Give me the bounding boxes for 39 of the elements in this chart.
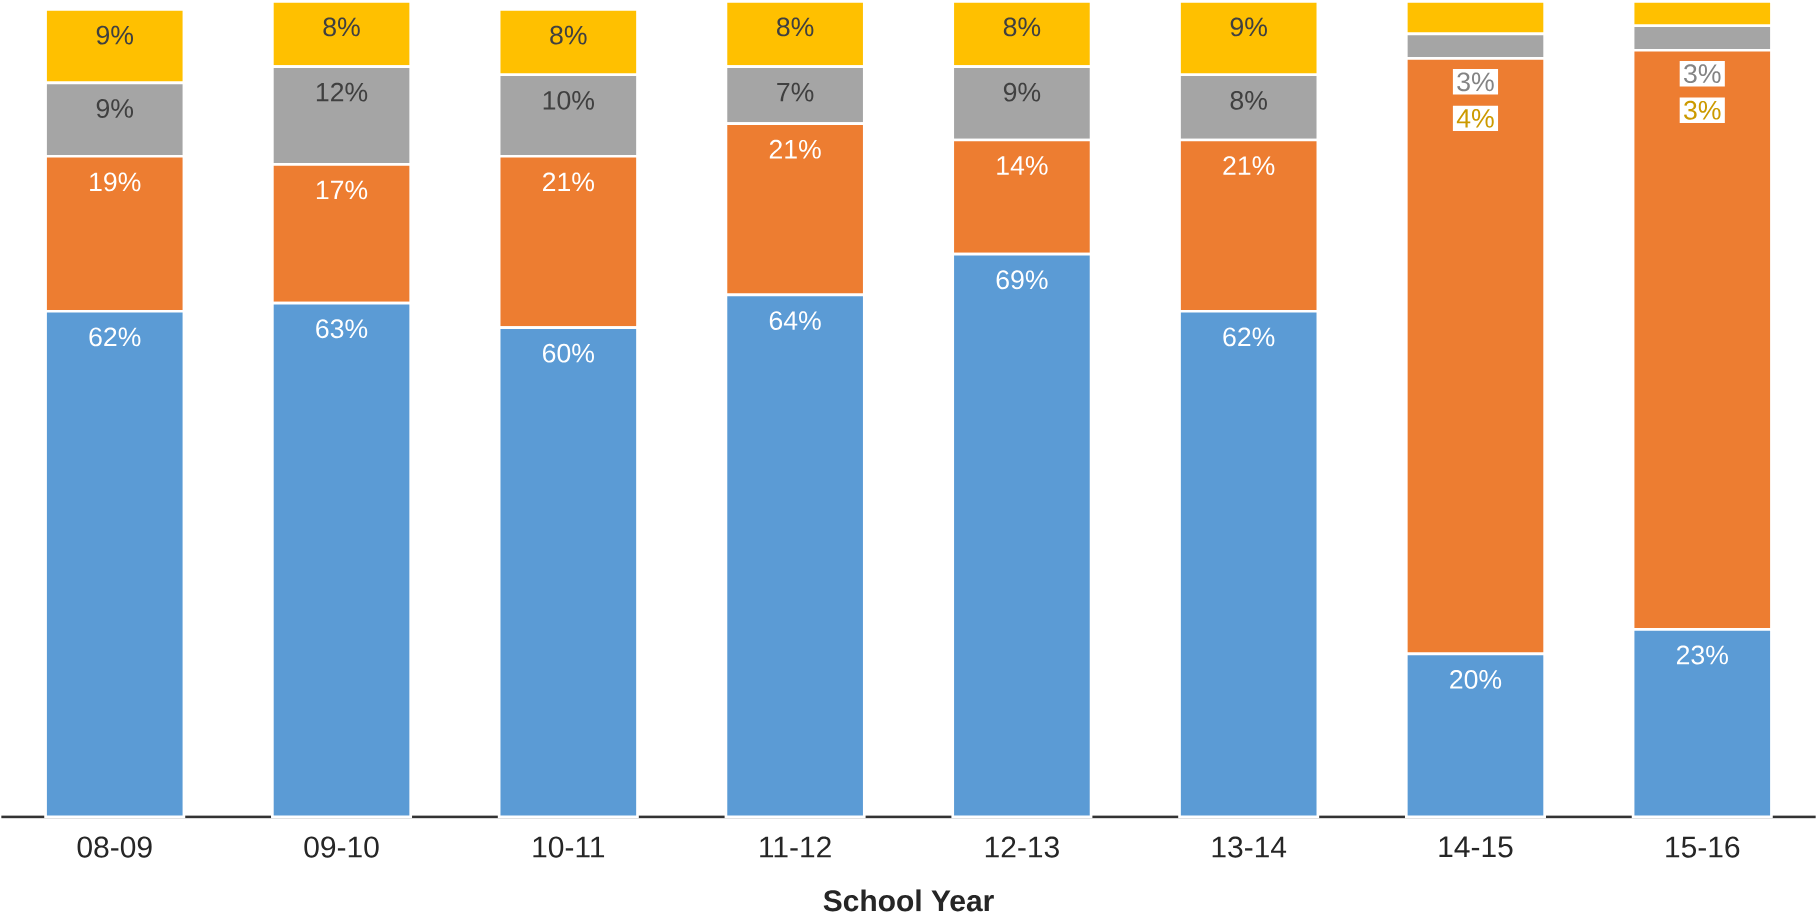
data-label: 3% [1457,72,1494,92]
data-label: 17% [316,180,368,200]
data-label: 21% [769,139,821,159]
x-tick-label: 12-13 [985,836,1059,858]
x-tick-label: 08-09 [77,836,152,858]
data-label: 8% [777,17,814,37]
data-label: 9% [1230,17,1267,37]
x-tick-label: 15-16 [1666,836,1740,858]
x-tick-label: 13-14 [1212,836,1287,858]
data-label: 9% [96,25,134,45]
data-label: 3% [1684,100,1721,120]
data-label: 7% [777,82,814,102]
data-label: 3% [1684,64,1721,83]
data-label: 60% [543,343,594,363]
data-label: 9% [96,98,134,118]
data-label: 69% [996,270,1048,290]
data-label: 23% [1676,645,1728,665]
data-label: 21% [543,172,594,192]
data-label: 8% [323,17,360,37]
data-label: 9% [1003,82,1041,102]
data-label: 20% [1450,669,1502,689]
data-label: 19% [90,172,141,192]
data-label: 21% [1223,156,1275,175]
data-label: 12% [316,82,368,102]
data-label: 4% [1456,108,1494,128]
x-tick-label: 11-12 [760,836,831,858]
x-axis-title: School Year [823,889,994,912]
data-label: 8% [550,25,587,45]
data-label: 63% [316,319,368,338]
data-label: 62% [89,327,141,347]
data-label: 14% [997,156,1048,175]
data-label: 8% [1003,17,1041,37]
data-label: 62% [1223,327,1275,347]
x-tick-label: 14-15 [1439,836,1513,858]
data-label: 10% [543,90,594,110]
data-label: 64% [769,311,821,330]
x-tick-label: 10-11 [533,836,605,858]
x-tick-label: 09-10 [304,836,379,858]
data-label: 8% [1230,90,1267,110]
